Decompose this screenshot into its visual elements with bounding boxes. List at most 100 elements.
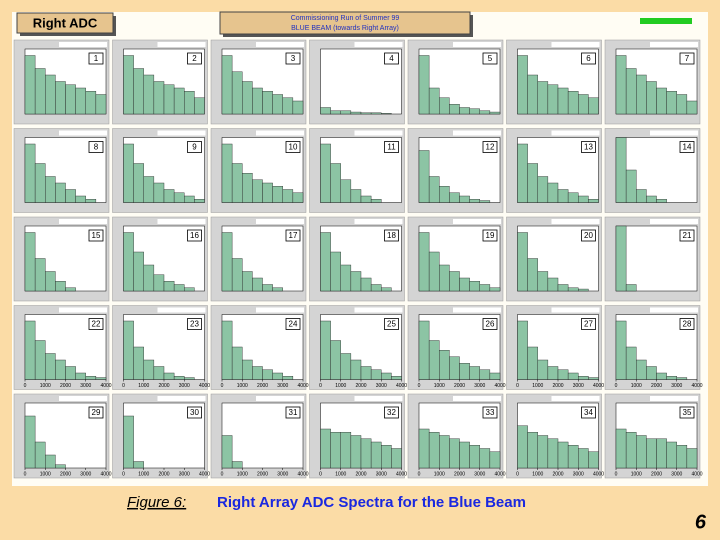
panel-label: 32	[387, 408, 396, 417]
histogram-bar	[163, 281, 175, 292]
histogram-bar	[615, 55, 627, 115]
subtitle: Commissioning Run of Summer 99	[291, 15, 400, 22]
histogram-bar	[143, 359, 155, 380]
histogram-bar	[340, 179, 352, 203]
histogram-bar	[330, 110, 341, 115]
panel-label: 17	[289, 231, 298, 240]
histogram-bar	[252, 87, 263, 115]
histogram-bar	[153, 366, 165, 380]
histogram-bar	[55, 359, 66, 380]
x-tick-label: 2000	[651, 471, 662, 477]
histogram-bar	[517, 55, 528, 115]
x-tick-label: 2000	[454, 383, 465, 389]
histogram-bar	[517, 320, 528, 380]
panel-label: 35	[683, 408, 692, 417]
histogram-bar	[567, 192, 579, 203]
histogram-bar	[489, 372, 501, 380]
histogram-bar	[517, 143, 528, 203]
histogram-bar	[578, 376, 589, 380]
histogram-bar	[666, 376, 677, 380]
panel-label: 22	[92, 320, 101, 329]
histogram-bar	[656, 438, 667, 469]
x-tick-label: 1000	[532, 471, 543, 477]
histogram-bar	[557, 87, 569, 115]
x-tick-label: 3000	[671, 471, 682, 477]
x-tick-label: 3000	[179, 471, 190, 477]
histogram-bar	[479, 110, 491, 115]
histogram-bar	[469, 199, 480, 203]
x-tick-label: 4000	[100, 471, 111, 477]
histogram-bar	[75, 372, 86, 380]
panel-label: 2	[192, 54, 197, 63]
panel-header	[551, 130, 600, 136]
histogram-bar	[231, 346, 243, 380]
histogram-bar	[479, 369, 491, 380]
x-tick-label: 0	[319, 383, 322, 389]
x-tick-label: 4000	[593, 471, 604, 477]
label-box	[187, 406, 202, 419]
histogram-bar	[221, 320, 233, 380]
histogram-bar	[24, 232, 36, 292]
histogram-bar	[330, 251, 341, 292]
panel-header	[256, 130, 304, 136]
histogram-bar	[469, 108, 480, 115]
label-box	[187, 318, 202, 330]
histogram-bar	[24, 415, 36, 469]
histogram-bar	[588, 199, 599, 203]
x-tick-label: 1000	[138, 383, 149, 389]
histogram-bar	[262, 91, 273, 115]
histogram-bar	[272, 186, 283, 203]
panel-label: 5	[488, 54, 493, 63]
label-box	[285, 229, 301, 242]
histogram-bar	[75, 195, 86, 203]
x-tick-label: 3000	[573, 471, 584, 477]
histogram-bar	[537, 81, 549, 115]
figure-caption: Right Array ADC Spectra for the Blue Bea…	[217, 494, 526, 511]
histogram-bar	[55, 182, 66, 203]
histogram-bar	[439, 264, 450, 292]
histogram-bar	[221, 232, 233, 292]
histogram-bar	[686, 448, 698, 469]
histogram-bar	[381, 287, 392, 292]
panel-label: 25	[387, 320, 396, 329]
histogram-bar	[55, 81, 66, 115]
histogram-bar	[636, 189, 647, 203]
histogram-bar	[231, 163, 243, 203]
x-tick-label: 2000	[257, 471, 268, 477]
x-tick-label: 4000	[691, 383, 702, 389]
x-tick-label: 4000	[100, 383, 111, 389]
x-tick-label: 0	[122, 471, 125, 477]
histogram-bar	[282, 189, 294, 203]
histogram-bar	[547, 84, 559, 115]
histogram-bar	[133, 346, 144, 380]
histogram-bar	[636, 359, 647, 380]
histogram-bar	[646, 81, 657, 115]
histogram-bar	[360, 366, 372, 380]
histogram-bar	[360, 195, 372, 203]
x-tick-label: 3000	[80, 383, 91, 389]
panel-label: 26	[486, 320, 495, 329]
histogram-bar	[625, 432, 637, 469]
histogram-bar	[370, 199, 382, 203]
histogram-bar	[615, 225, 627, 292]
histogram-bar	[85, 91, 97, 115]
panel-header	[354, 219, 403, 224]
histogram-bar	[173, 284, 185, 292]
histogram-bar	[184, 91, 195, 115]
histogram-bar	[459, 441, 470, 469]
histogram-bar	[194, 199, 205, 203]
panel-header	[157, 219, 206, 224]
label-box	[187, 141, 202, 153]
x-tick-label: 2000	[158, 383, 169, 389]
x-tick-label: 4000	[297, 383, 308, 389]
panel-header	[59, 396, 107, 401]
histogram-bar	[557, 284, 569, 292]
x-tick-label: 2000	[552, 383, 563, 389]
histogram-bar	[123, 415, 134, 469]
histogram-bar	[469, 281, 480, 292]
panel-header	[650, 42, 698, 47]
histogram-bar	[133, 251, 144, 292]
panel-header	[650, 219, 698, 224]
panel-label: 24	[289, 320, 298, 329]
